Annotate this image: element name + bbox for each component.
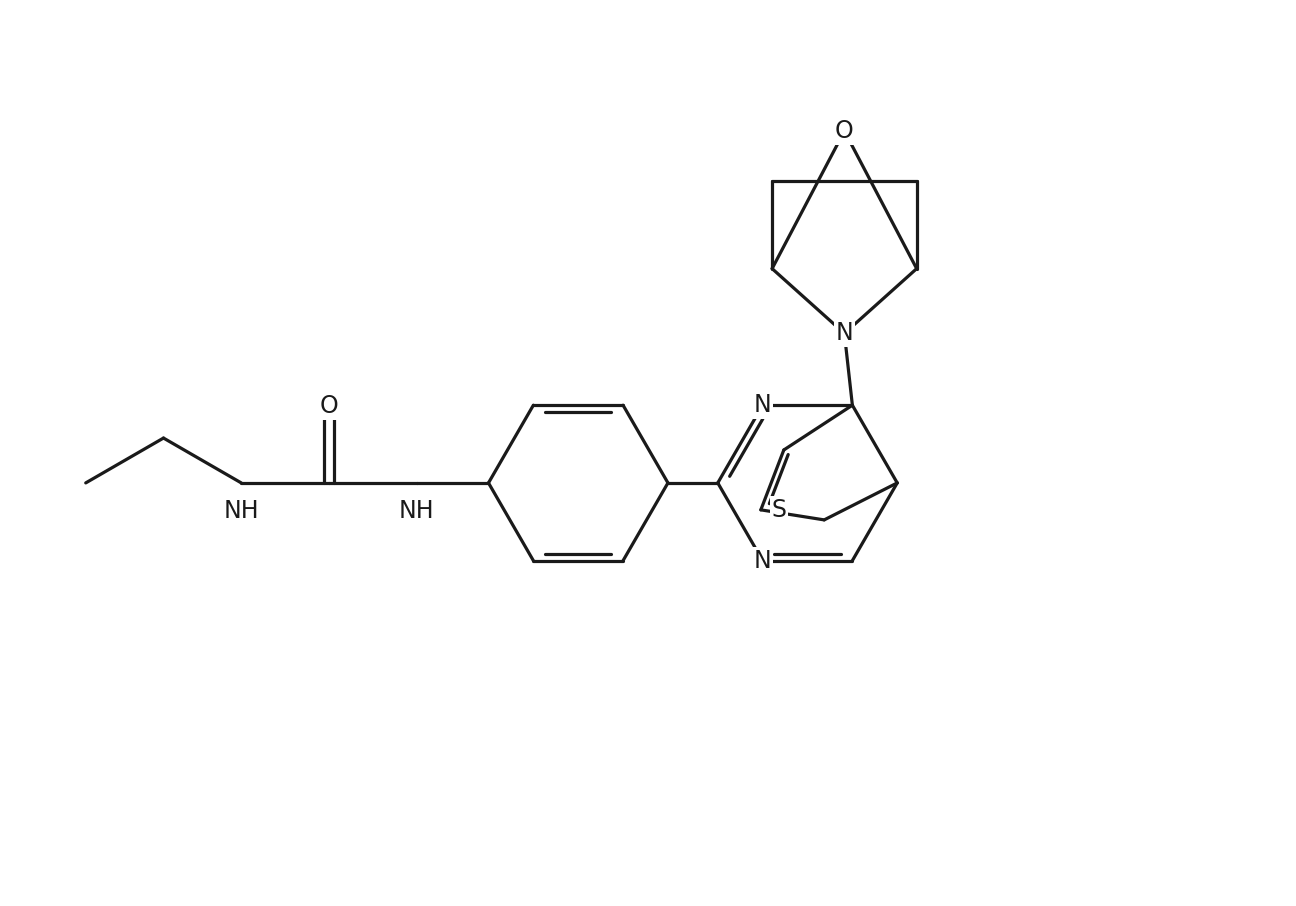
Text: O: O [835,119,854,143]
Text: S: S [771,498,787,522]
Text: O: O [320,394,338,419]
Text: NH: NH [399,499,434,523]
Text: N: N [754,549,771,573]
Text: NH: NH [223,499,259,523]
Text: N: N [836,322,853,345]
Text: N: N [754,393,771,417]
